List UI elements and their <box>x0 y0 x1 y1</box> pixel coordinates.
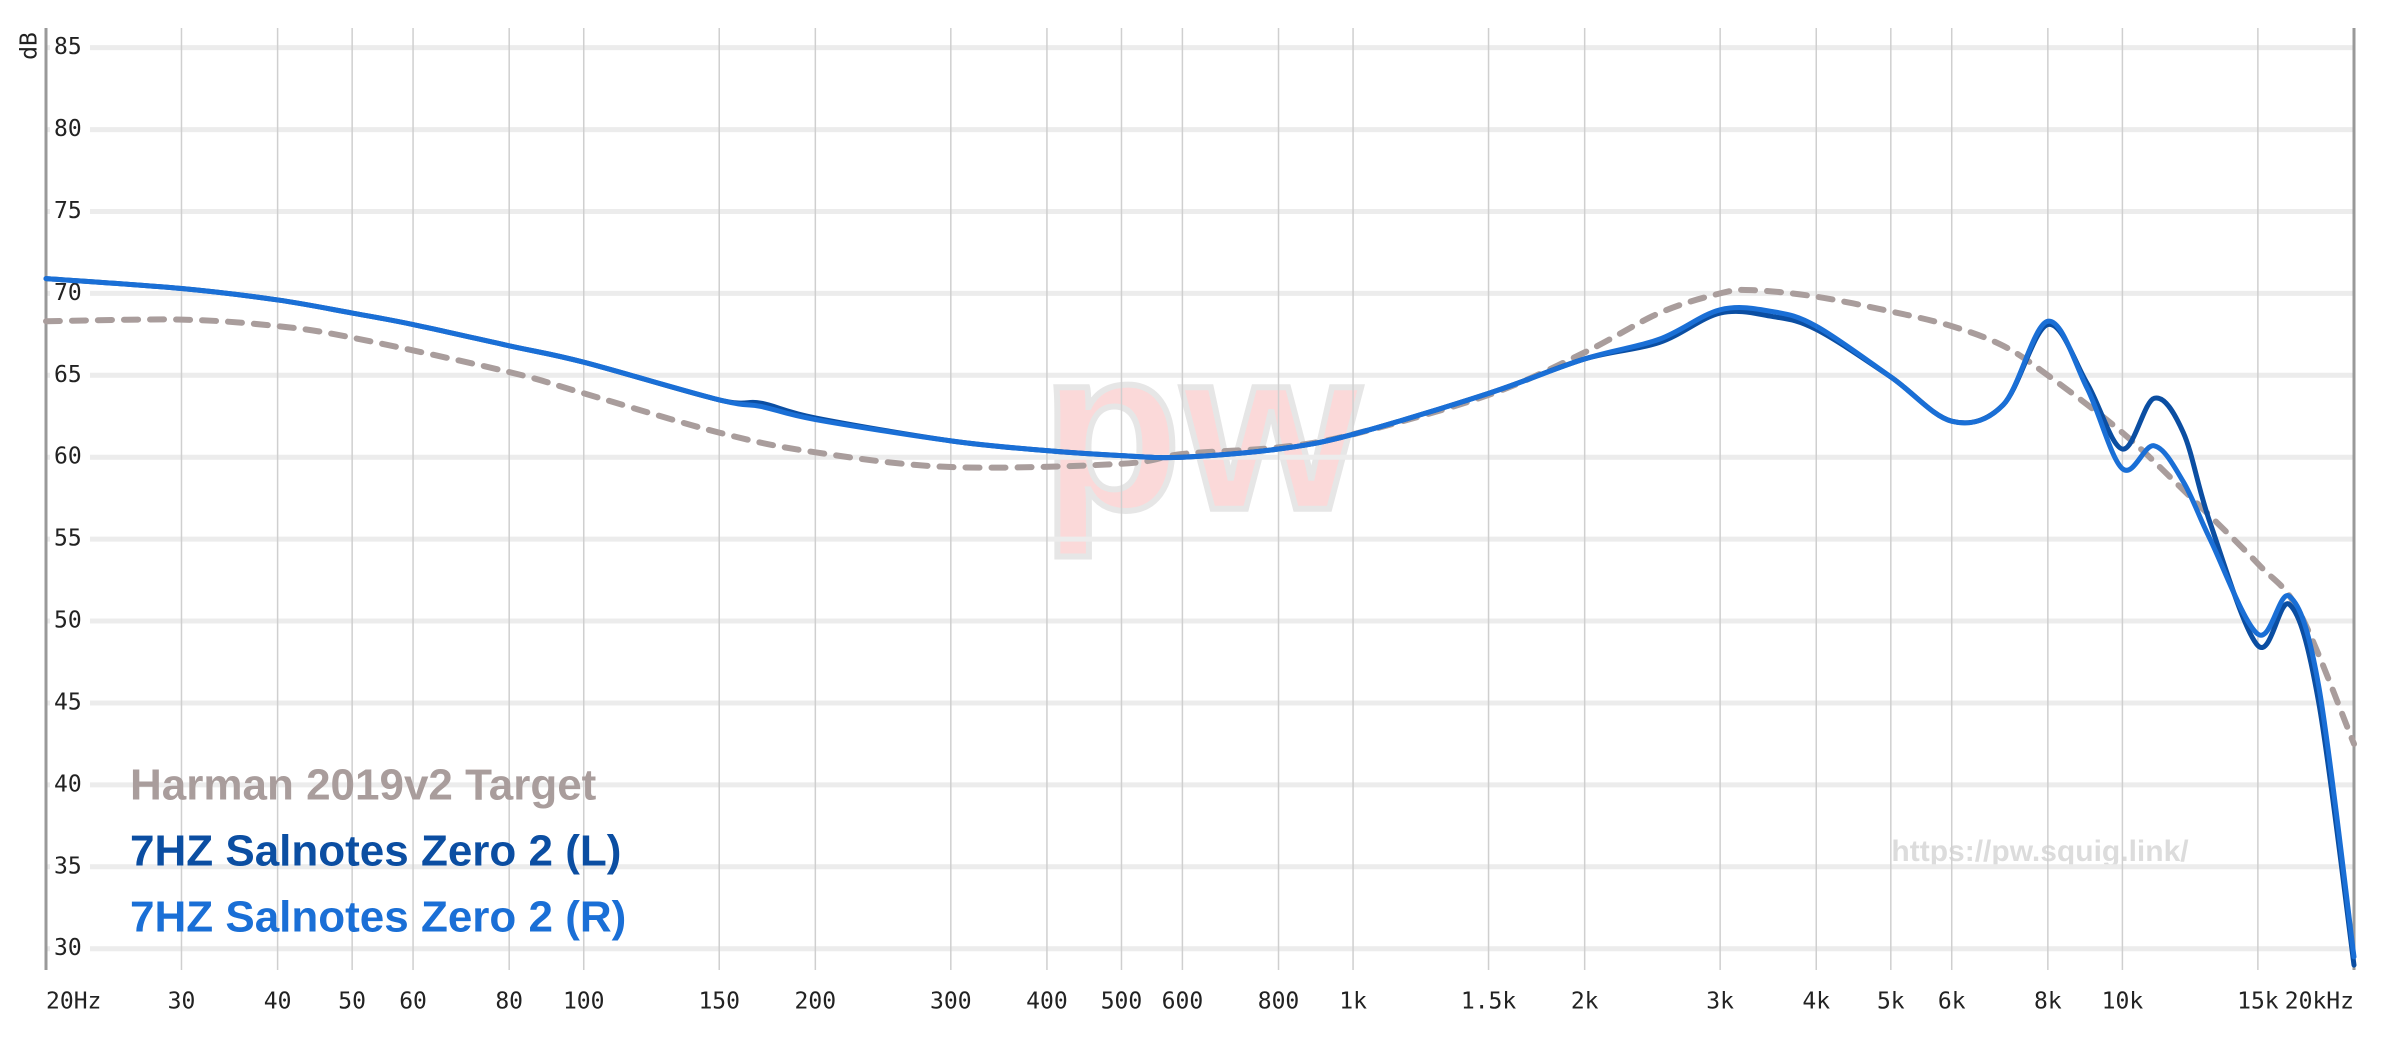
y-tick-label: 55 <box>54 526 82 552</box>
y-axis-label: dB <box>17 32 43 60</box>
y-tick-label: 65 <box>54 362 82 388</box>
x-tick-label: 300 <box>930 989 972 1015</box>
y-tick-label-bg <box>50 689 90 716</box>
x-tick-label: 50 <box>338 989 366 1015</box>
series-line <box>43 276 2357 960</box>
y-tick-label-bg <box>50 362 90 389</box>
x-tick-label: 30 <box>168 989 196 1015</box>
x-tick-label: 20Hz <box>46 989 101 1015</box>
grid <box>44 28 2356 970</box>
x-tick-label: 15k <box>2237 989 2279 1015</box>
x-tick-label: 80 <box>495 989 523 1015</box>
y-tick-label-bg <box>50 34 90 61</box>
y-tick-label: 30 <box>54 935 82 961</box>
x-tick-label: 600 <box>1162 989 1204 1015</box>
x-tick-label: 800 <box>1258 989 1300 1015</box>
x-tick-label: 2k <box>1571 989 1599 1015</box>
x-tick-label: 6k <box>1938 989 1966 1015</box>
y-tick-label: 40 <box>54 771 82 797</box>
x-tick-label: 60 <box>399 989 427 1015</box>
x-tick-label: 8k <box>2034 989 2062 1015</box>
x-tick-label: 3k <box>1706 989 1734 1015</box>
y-tick-label: 80 <box>54 116 82 142</box>
y-tick-label-bg <box>50 771 90 798</box>
y-tick-label-bg <box>50 526 90 553</box>
x-tick-label: 100 <box>563 989 605 1015</box>
x-tick-label: 150 <box>698 989 740 1015</box>
y-tick-label: 35 <box>54 853 82 879</box>
y-tick-label-bg <box>50 608 90 635</box>
y-tick-label: 60 <box>54 444 82 470</box>
y-tick-label-bg <box>50 198 90 225</box>
x-tick-label: 20kHz <box>2285 989 2354 1015</box>
axis-labels: 30 35 40 45 50 55 60 65 70 75 80 85 20Hz 30 40 50 60 80 10… <box>46 34 2354 1014</box>
y-tick-label: 45 <box>54 689 82 715</box>
x-tick-label: 4k <box>1802 989 1830 1015</box>
y-tick-label-bg <box>50 444 90 471</box>
x-tick-label: 200 <box>795 989 837 1015</box>
y-tick-label-bg <box>50 280 90 307</box>
source-url: https://pw.squig.link/ <box>1891 835 2189 868</box>
legend-entry: Harman 2019v2 Target <box>130 761 597 810</box>
y-tick-label: 85 <box>54 34 82 60</box>
x-tick-label: 1k <box>1339 989 1367 1015</box>
y-tick-label-bg <box>50 853 90 880</box>
x-tick-label: 5k <box>1877 989 1905 1015</box>
x-tick-label: 400 <box>1026 989 1068 1015</box>
logo-watermark: pw <box>1041 301 1361 558</box>
y-tick-label-bg <box>50 116 90 143</box>
y-tick-label: 50 <box>54 608 82 634</box>
x-tick-label: 10k <box>2102 989 2144 1015</box>
y-tick-label-bg <box>50 935 90 962</box>
legend-entry: 7HZ Salnotes Zero 2 (L) <box>130 827 621 876</box>
y-tick-label: 75 <box>54 198 82 224</box>
x-tick-label: 40 <box>264 989 292 1015</box>
x-tick-label: 1.5k <box>1461 989 1517 1015</box>
x-tick-label: 500 <box>1101 989 1143 1015</box>
y-tick-label: 70 <box>54 280 82 306</box>
legend-entry: 7HZ Salnotes Zero 2 (R) <box>130 893 626 942</box>
